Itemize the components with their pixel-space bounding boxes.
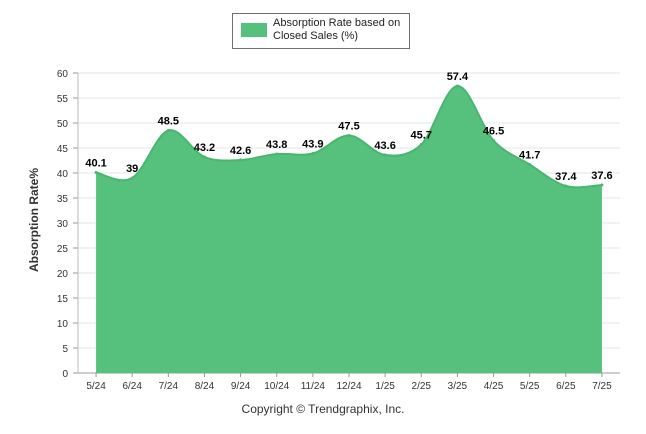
data-label: 43.6: [374, 140, 395, 152]
data-point: [130, 176, 134, 180]
data-label: 39: [126, 163, 138, 175]
y-tick-label: 20: [57, 269, 69, 280]
data-label: 43.2: [194, 142, 215, 154]
x-tick-label: 12/24: [336, 381, 361, 392]
y-axis-title: Absorption Rate%: [27, 167, 41, 273]
y-tick-label: 40: [57, 169, 69, 180]
data-point: [94, 171, 98, 174]
y-tick-label: 35: [57, 194, 69, 205]
area-fill: [96, 85, 602, 373]
data-label: 37.4: [555, 171, 577, 183]
data-point: [202, 155, 206, 159]
legend-label: Absorption Rate based on Closed Sales (%…: [273, 17, 401, 42]
x-tick-label: 11/24: [301, 381, 326, 392]
data-label: 57.4: [447, 71, 469, 83]
data-label: 47.5: [338, 121, 359, 133]
x-tick-label: 10/24: [264, 381, 289, 392]
data-point: [311, 152, 315, 155]
data-label: 42.6: [230, 145, 251, 157]
x-tick-label: 8/24: [195, 381, 215, 392]
y-tick-label: 15: [57, 294, 69, 305]
data-point: [492, 139, 496, 142]
y-tick-label: 25: [57, 244, 69, 255]
x-tick-label: 6/25: [556, 381, 576, 392]
data-labels: 40.1 39 48.5 43.2 42.6 43.8 43.9 47.5 43.6 45.7 57…: [85, 71, 613, 188]
x-tick-label: 5/24: [86, 381, 106, 392]
y-tick-label: 5: [62, 344, 68, 355]
data-label: 45.7: [411, 130, 432, 142]
data-label: 43.8: [266, 139, 287, 151]
x-tick-label: 7/25: [592, 381, 612, 392]
legend: Absorption Rate based on Closed Sales (%…: [232, 13, 410, 49]
data-label: 40.1: [85, 158, 106, 170]
y-tick-label: 55: [57, 94, 69, 105]
data-point: [455, 84, 459, 88]
data-point: [275, 152, 279, 156]
data-point: [166, 129, 170, 132]
x-tick-label: 2/25: [412, 381, 432, 392]
data-label: 41.7: [519, 150, 540, 162]
x-tick-label: 7/24: [159, 381, 179, 392]
y-tick-label: 45: [57, 144, 69, 155]
data-point: [600, 183, 604, 187]
data-point: [528, 163, 532, 166]
x-tick-label: 5/25: [520, 381, 540, 392]
x-tick-label: 4/25: [484, 381, 504, 392]
data-label: 37.6: [591, 170, 612, 182]
y-tick-label: 0: [62, 369, 68, 380]
data-label: 48.5: [158, 116, 179, 128]
data-point: [347, 134, 351, 137]
x-tick-label: 6/24: [122, 381, 142, 392]
x-tick-label: 1/25: [375, 381, 395, 392]
data-point: [383, 153, 387, 157]
data-point: [419, 143, 423, 146]
data-label: 46.5: [483, 126, 504, 138]
copyright-footer: Copyright © Trendgraphix, Inc.: [241, 402, 405, 416]
data-point: [239, 158, 243, 162]
data-label: 43.9: [302, 139, 323, 151]
y-tick-label: 60: [57, 69, 69, 80]
y-tick-label: 30: [57, 219, 69, 230]
x-tick-label: 9/24: [231, 381, 251, 392]
y-tick-label: 50: [57, 119, 69, 130]
x-tick-label: 3/25: [448, 381, 468, 392]
chart-axes: 0 5 10 15 20 25 30 35 40 45 50 55 60 5/24 6/24 7/24 8/24…: [57, 69, 612, 392]
legend-swatch: [241, 23, 267, 37]
data-point: [564, 184, 568, 188]
y-tick-label: 10: [57, 319, 69, 330]
